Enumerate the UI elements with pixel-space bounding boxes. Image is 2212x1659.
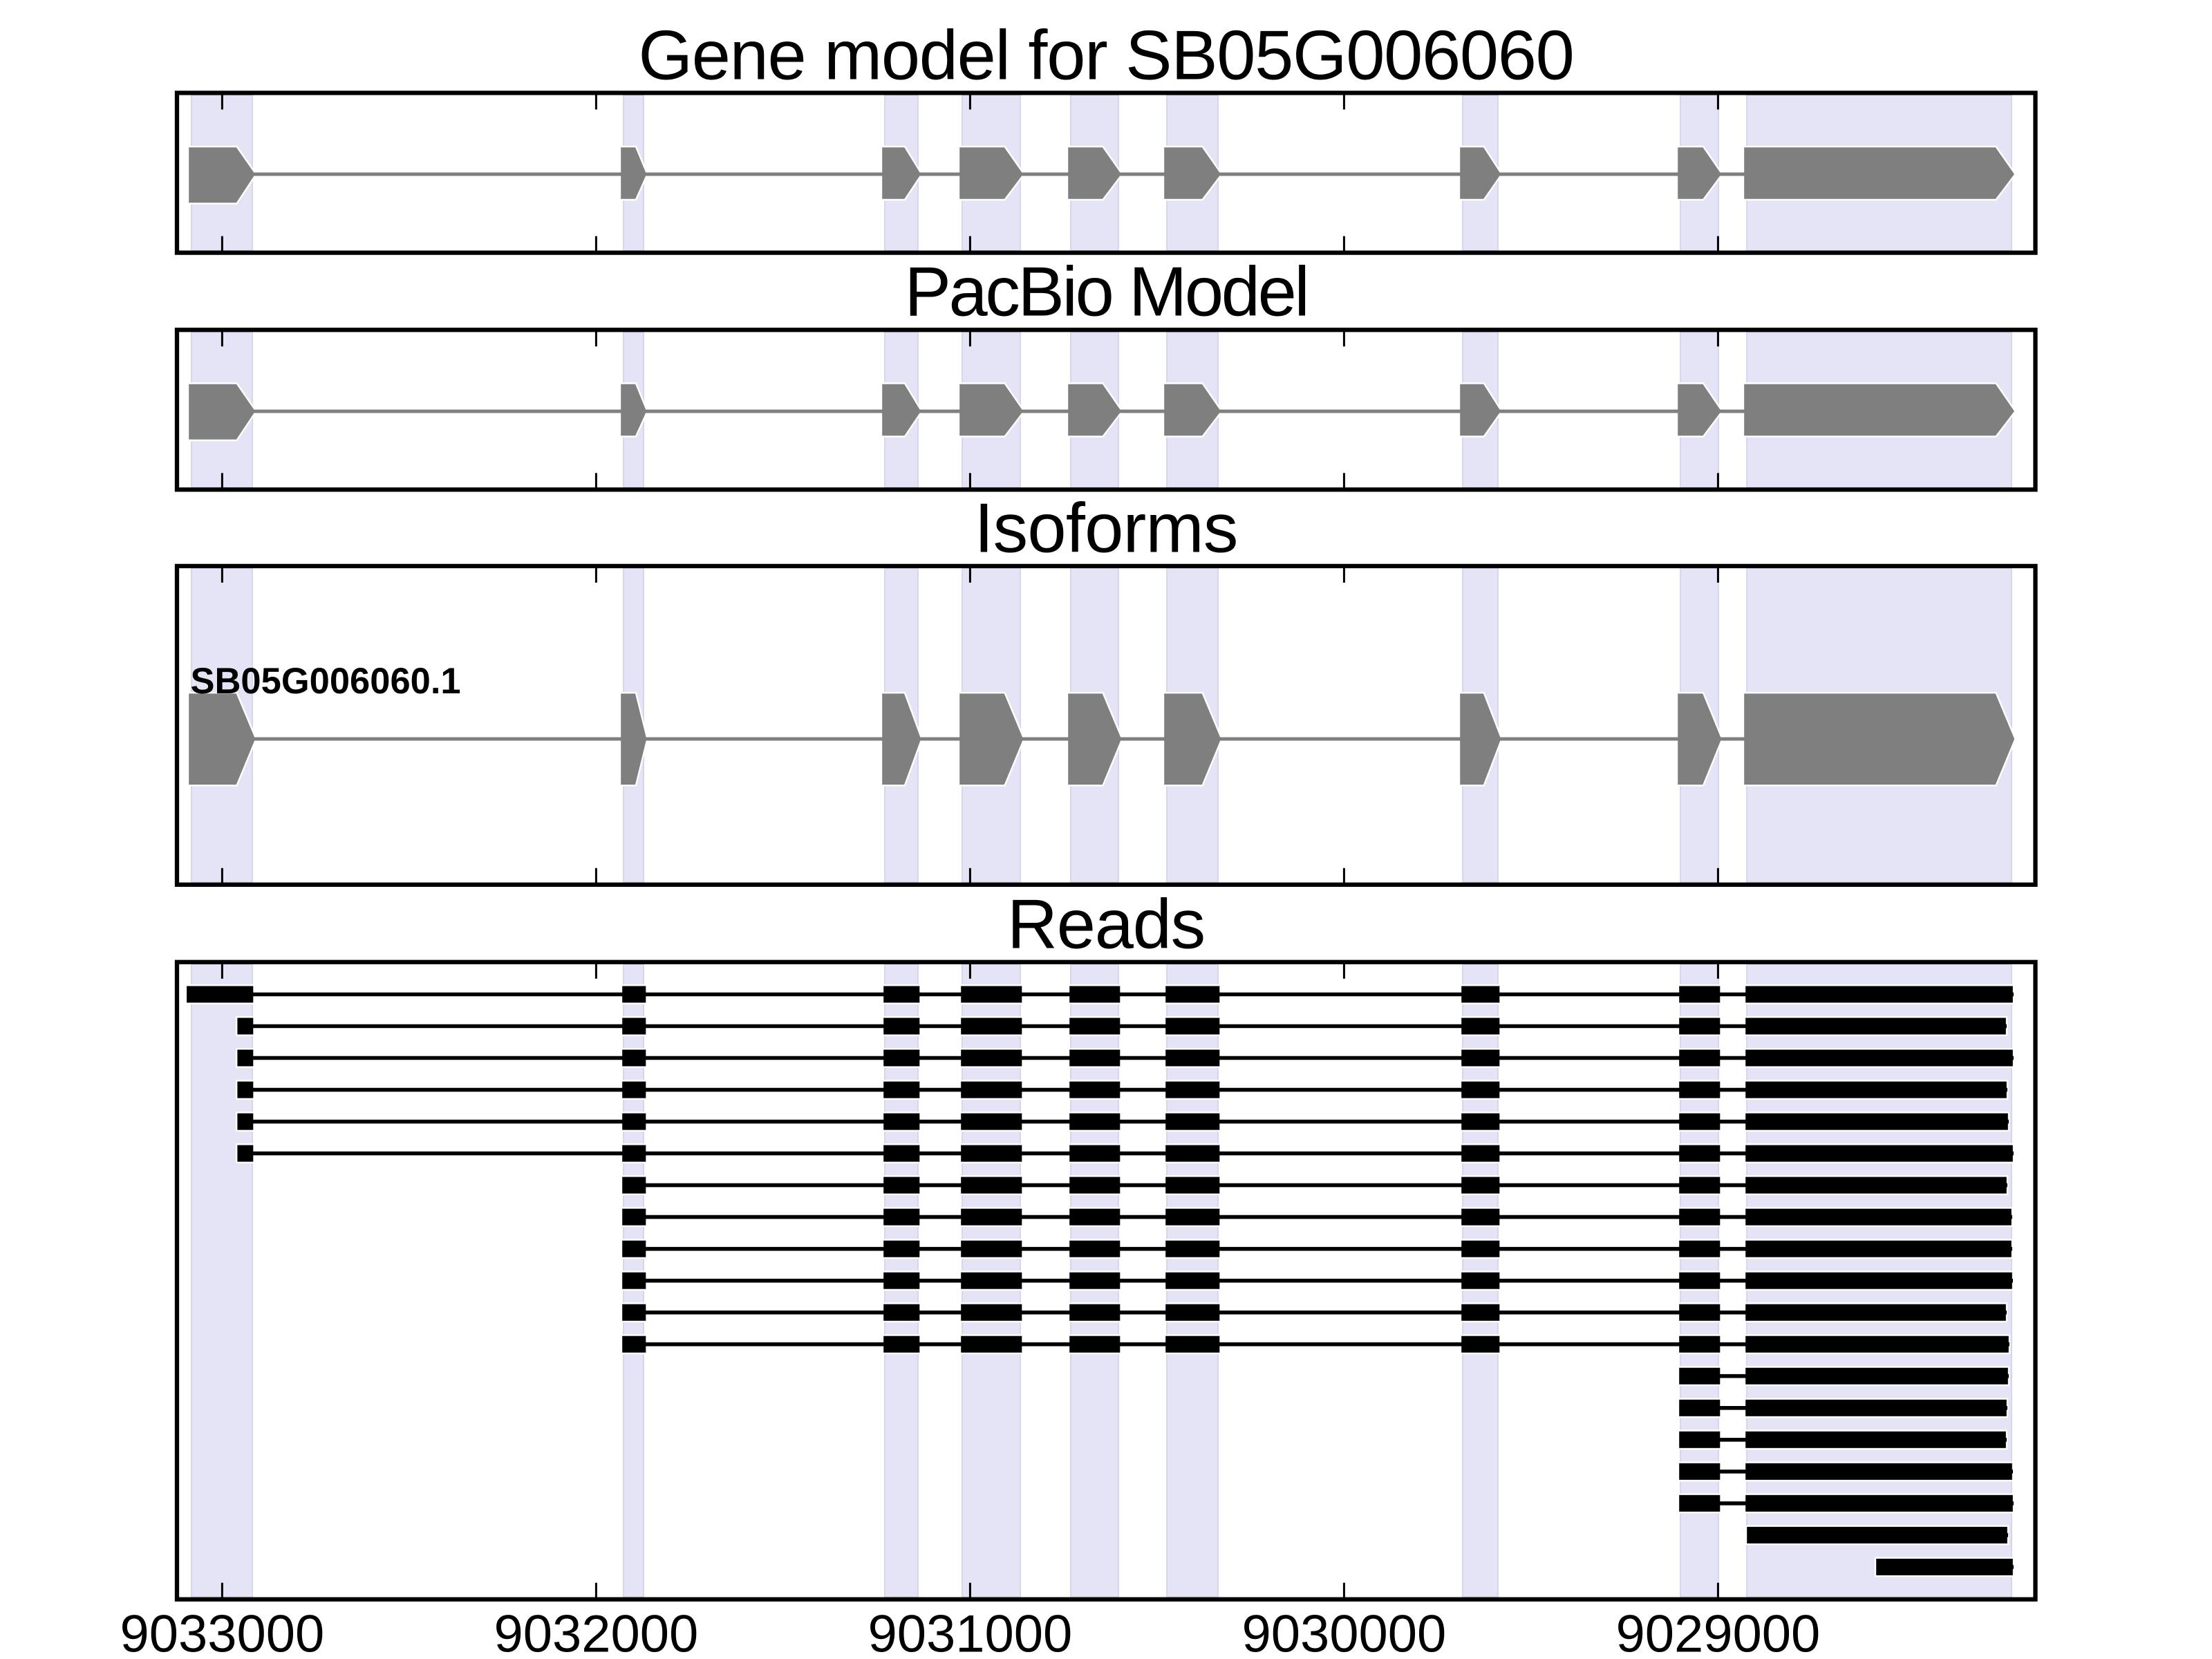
svg-text:SB05G006060.1: SB05G006060.1 (191, 661, 461, 702)
svg-text:9032000: 9032000 (494, 1605, 698, 1659)
svg-text:9029000: 9029000 (1615, 1605, 1820, 1659)
svg-text:9033000: 9033000 (120, 1605, 324, 1659)
svg-text:9031000: 9031000 (868, 1605, 1072, 1659)
svg-text:9030000: 9030000 (1241, 1605, 1446, 1659)
svg-text:Reads: Reads (1007, 885, 1205, 963)
svg-text:Isoforms: Isoforms (974, 490, 1237, 568)
svg-text:Gene model for SB05G006060: Gene model for SB05G006060 (638, 17, 1573, 94)
svg-text:PacBio Model: PacBio Model (905, 253, 1308, 330)
